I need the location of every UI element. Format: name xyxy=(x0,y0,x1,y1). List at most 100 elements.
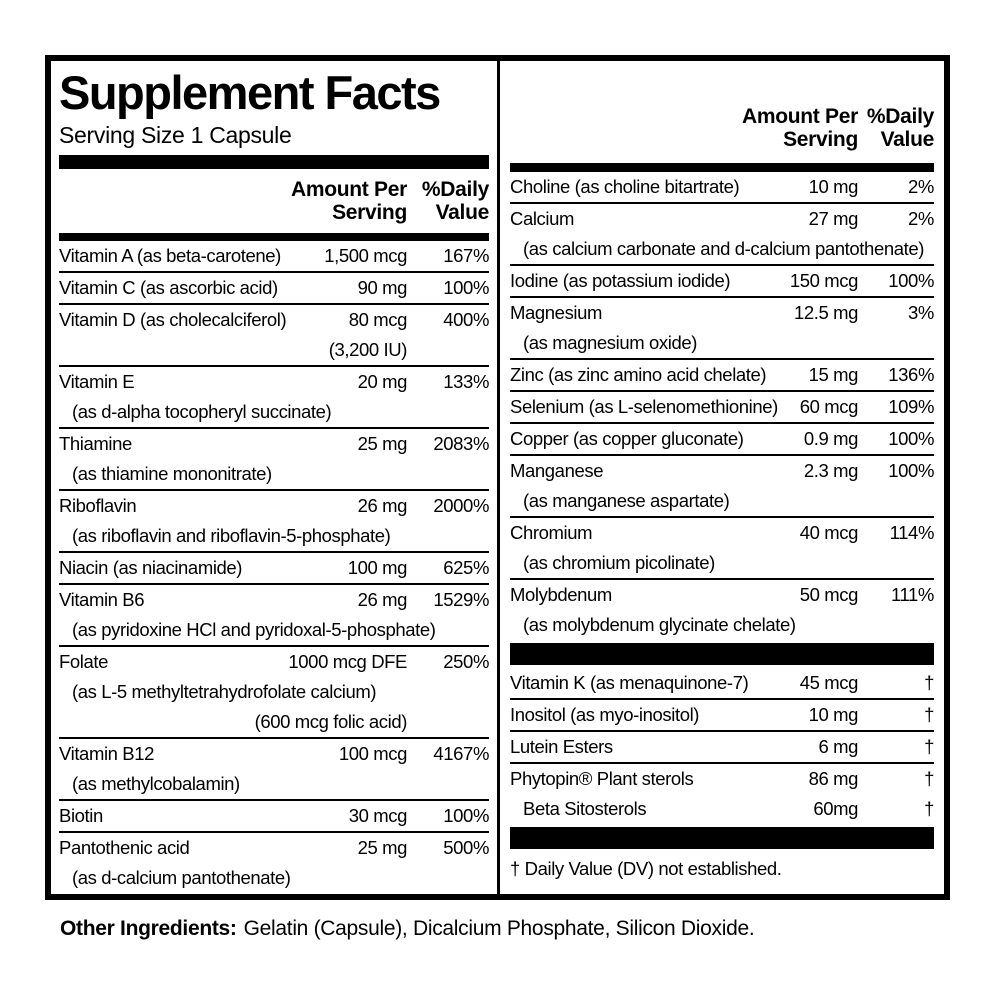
nutrient-name: Vitamin E xyxy=(59,371,135,392)
nutrient-name: Riboflavin xyxy=(59,495,137,516)
nutrient-source: (as L-5 methyltetrahydrofolate calcium) xyxy=(72,681,377,702)
nutrient-source: (as methylcobalamin) xyxy=(72,773,240,794)
dv-header-line1: %Daily xyxy=(866,105,934,128)
column-header-left: Amount Per Serving %Daily Value xyxy=(59,178,489,224)
nutrient-dv: 2083% xyxy=(433,433,489,454)
other-ingredients-label: Other Ingredients: xyxy=(60,917,237,940)
nutrient-group: Thiamine 25 mg 2083% (as thiamine mononitra… xyxy=(59,427,489,489)
nutrient-amount: 26 mg xyxy=(357,589,408,610)
dv-header-line2: Value xyxy=(435,201,490,224)
nutrient-dv: 2% xyxy=(908,208,934,229)
nutrient-dv: 250% xyxy=(443,651,489,672)
nutrient-amount: 10 mg xyxy=(808,176,859,197)
nutrient-dv: 109% xyxy=(888,396,934,417)
nutrient-group: Niacin (as niacinamide) 100 mg 625% xyxy=(59,551,489,583)
nutrient-group: Manganese 2.3 mg 100% (as manganese asparta… xyxy=(510,454,934,516)
nutrient-dv: 100% xyxy=(443,805,489,826)
dv-header-line1: %Daily xyxy=(421,178,489,201)
nutrient-amount: 25 mg xyxy=(357,837,408,858)
nutrient-group: Vitamin D (as cholecalciferol) 80 mcg 400%… xyxy=(59,303,489,365)
nutrient-name: Molybdenum xyxy=(510,584,612,605)
nutrient-name: Beta Sitosterols xyxy=(523,798,647,819)
nutrient-amount-subline: (600 mcg folic acid) xyxy=(59,707,489,737)
nutrient-dv: † xyxy=(924,798,934,819)
nutrient-amount-subline: (3,200 IU) xyxy=(59,335,489,365)
nutrient-row: Zinc (as zinc amino acid chelate) 15 mg 13… xyxy=(510,360,934,390)
daily-value-header: %Daily Value xyxy=(407,178,489,224)
nutrient-dv: 100% xyxy=(443,277,489,298)
nutrient-source: (as manganese aspartate) xyxy=(523,490,730,511)
nutrient-name: Vitamin B12 xyxy=(59,743,155,764)
nutrient-row: Vitamin K (as menaquinone-7) 45 mcg † xyxy=(510,668,934,698)
amount-header-line1: Amount Per xyxy=(741,105,858,128)
nutrient-group: Lutein Esters 6 mg † xyxy=(510,730,934,762)
nutrient-name: Vitamin D (as cholecalciferol) xyxy=(59,309,287,330)
nutrient-row: Inositol (as myo-inositol) 10 mg † xyxy=(510,700,934,730)
nutrient-row: Phytopin® Plant sterols 86 mg † xyxy=(510,764,934,794)
amount-header-line2: Serving xyxy=(783,128,858,151)
nutrient-amount: 50 mcg xyxy=(799,584,859,605)
amount-per-serving-header: Amount Per Serving xyxy=(291,178,407,224)
nutrient-name: Folate xyxy=(59,651,109,672)
nutrient-dv: 114% xyxy=(889,522,935,543)
nutrient-group: Vitamin K (as menaquinone-7) 45 mcg † xyxy=(510,668,934,698)
nutrient-row: Folate 1000 mcg DFE 250% xyxy=(59,647,489,677)
thick-divider-bar xyxy=(59,155,489,169)
amount-header-line2: Serving xyxy=(332,201,407,224)
nutrient-group: Copper (as copper gluconate) 0.9 mg 100% xyxy=(510,422,934,454)
page-title: Supplement Facts xyxy=(59,66,441,119)
nutrient-row: Pantothenic acid 25 mg 500% xyxy=(59,833,489,863)
nutrient-row: Manganese 2.3 mg 100% xyxy=(510,456,934,486)
nutrient-amount: 25 mg xyxy=(357,433,408,454)
nutrient-name: Vitamin K (as menaquinone-7) xyxy=(510,672,749,693)
nutrient-row: Copper (as copper gluconate) 0.9 mg 100% xyxy=(510,424,934,454)
nutrient-dv: 100% xyxy=(888,460,934,481)
nutrient-amount-sub: (3,200 IU) xyxy=(328,339,408,360)
nutrient-amount: 1,500 mcg xyxy=(324,245,407,266)
nutrient-amount: 1000 mcg DFE xyxy=(288,651,407,672)
nutrient-group: Magnesium 12.5 mg 3% (as magnesium oxide) xyxy=(510,296,934,358)
nutrient-amount: 100 mg xyxy=(347,557,408,578)
nutrient-name: Inositol (as myo-inositol) xyxy=(510,704,700,725)
nutrient-name: Choline (as choline bitartrate) xyxy=(510,176,740,197)
nutrient-group: Inositol (as myo-inositol) 10 mg † xyxy=(510,698,934,730)
nutrient-row: Biotin 30 mcg 100% xyxy=(59,801,489,831)
footnote: † Daily Value (DV) not established. xyxy=(510,858,782,879)
right-nutrient-table: Choline (as choline bitartrate) 10 mg 2% Ca… xyxy=(510,172,934,852)
nutrient-dv: 1529% xyxy=(433,589,489,610)
nutrient-name: Magnesium xyxy=(510,302,603,323)
nutrient-dv: 111% xyxy=(891,584,934,605)
nutrient-dv: † xyxy=(924,768,934,789)
nutrient-dv: 2% xyxy=(908,176,934,197)
nutrient-group: Vitamin A (as beta-carotene) 1,500 mcg 167… xyxy=(59,241,489,271)
nutrient-group: Vitamin E 20 mg 133% (as d-alpha tocopheryl… xyxy=(59,365,489,427)
nutrient-amount: 100 mcg xyxy=(338,743,408,764)
nutrient-amount: 15 mg xyxy=(808,364,859,385)
nutrient-source: (as riboflavin and riboflavin-5-phosphat… xyxy=(72,525,391,546)
nutrient-group: Choline (as choline bitartrate) 10 mg 2% xyxy=(510,172,934,202)
nutrient-name: Iodine (as potassium iodide) xyxy=(510,270,731,291)
daily-value-header: %Daily Value xyxy=(858,105,934,151)
facts-box: Supplement Facts Serving Size 1 Capsule … xyxy=(45,55,950,900)
serving-size: Serving Size 1 Capsule xyxy=(59,122,292,148)
nutrient-dv: 4167% xyxy=(433,743,489,764)
column-header-right: Amount Per Serving %Daily Value xyxy=(510,105,934,151)
nutrient-row: Iodine (as potassium iodide) 150 mcg 100% xyxy=(510,266,934,296)
nutrient-name: Vitamin A (as beta-carotene) xyxy=(59,245,281,266)
nutrient-amount: 10 mg xyxy=(808,704,859,725)
medium-divider-bar xyxy=(59,233,489,241)
nutrient-name: Calcium xyxy=(510,208,575,229)
nutrient-name: Copper (as copper gluconate) xyxy=(510,428,744,449)
nutrient-dv: 3% xyxy=(908,302,934,323)
other-ingredients-text: Gelatin (Capsule), Dicalcium Phosphate, … xyxy=(243,917,755,940)
nutrient-source: (as pyridoxine HCl and pyridoxal-5-phosp… xyxy=(72,619,436,640)
nutrient-group: Vitamin B12 100 mcg 4167% (as methylcobalam… xyxy=(59,737,489,799)
nutrient-name: Lutein Esters xyxy=(510,736,613,757)
nutrient-dv: 100% xyxy=(888,428,934,449)
nutrient-source: (as d-calcium pantothenate) xyxy=(72,867,291,888)
nutrient-row: Chromium 40 mcg 114% xyxy=(510,518,934,548)
nutrient-row: Vitamin C (as ascorbic acid) 90 mg 100% xyxy=(59,273,489,303)
nutrient-amount: 80 mcg xyxy=(348,309,408,330)
nutrient-name: Vitamin C (as ascorbic acid) xyxy=(59,277,278,298)
